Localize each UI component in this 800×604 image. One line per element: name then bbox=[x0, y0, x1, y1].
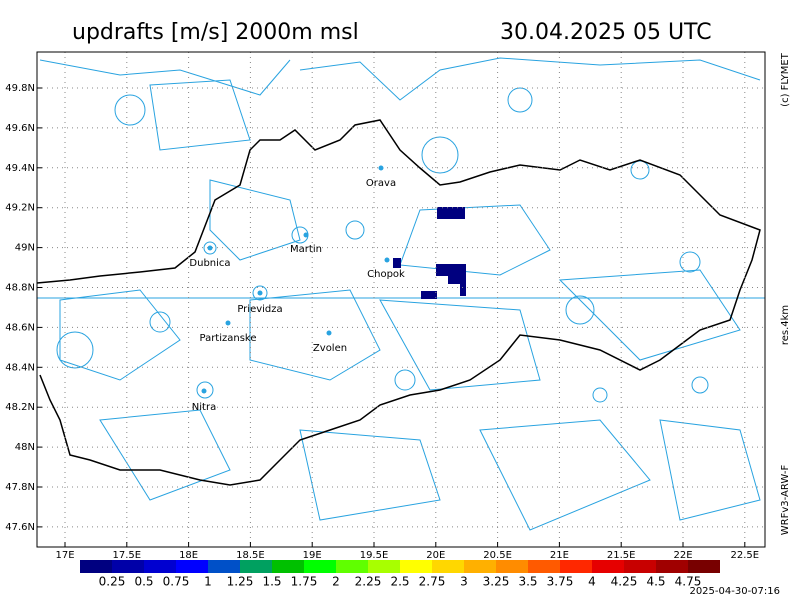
legend-label: 0.5 bbox=[134, 575, 153, 589]
lat-tick-label: 49.6N bbox=[5, 123, 35, 134]
legend-swatch bbox=[528, 560, 560, 573]
legend-swatch bbox=[432, 560, 464, 573]
map-frame bbox=[36, 51, 766, 548]
city-marker bbox=[207, 245, 213, 251]
legend-label: 2.5 bbox=[390, 575, 409, 589]
lon-tick-label: 20E bbox=[426, 550, 445, 561]
legend-label: 1 bbox=[204, 575, 212, 589]
city-marker bbox=[384, 257, 390, 263]
city-label: Chopok bbox=[367, 269, 405, 280]
legend-label: 0.25 bbox=[99, 575, 126, 589]
graticule bbox=[37, 52, 765, 547]
legend-label: 2.25 bbox=[355, 575, 382, 589]
updraft-cells bbox=[393, 207, 466, 299]
lat-tick-label: 49.4N bbox=[5, 163, 35, 174]
lon-tick-label: 21E bbox=[550, 550, 569, 561]
lat-tick-label: 48N bbox=[15, 442, 35, 453]
country-border bbox=[36, 119, 761, 486]
lon-tick-label: 17.5E bbox=[113, 550, 142, 561]
datetime: 30.04.2025 05 UTC bbox=[500, 20, 712, 45]
city-marker bbox=[257, 290, 263, 296]
city-marker bbox=[378, 165, 384, 171]
legend-swatch bbox=[624, 560, 656, 573]
legend-label: 1.75 bbox=[291, 575, 318, 589]
legend-swatch bbox=[336, 560, 368, 573]
lon-tick-label: 17E bbox=[55, 550, 74, 561]
title: updrafts [m/s] 2000m msl bbox=[72, 20, 359, 45]
legend-label: 1.5 bbox=[262, 575, 281, 589]
lon-tick-label: 19E bbox=[303, 550, 322, 561]
lon-tick-label: 22.5E bbox=[731, 550, 760, 561]
lat-tick-label: 49.2N bbox=[5, 203, 35, 214]
map-background bbox=[37, 52, 765, 547]
legend-label: 2.75 bbox=[419, 575, 446, 589]
lon-tick-label: 20.5E bbox=[483, 550, 512, 561]
city-label: Orava bbox=[366, 178, 396, 189]
lat-tick-label: 48.4N bbox=[5, 362, 35, 373]
legend-swatch bbox=[112, 560, 144, 573]
legend-swatch bbox=[144, 560, 176, 573]
lat-tick-label: 47.6N bbox=[5, 522, 35, 533]
legend-swatch bbox=[240, 560, 272, 573]
model: WRFv3-ARW-F bbox=[780, 465, 791, 536]
legend-label: 4 bbox=[588, 575, 596, 589]
legend-label: 3.75 bbox=[547, 575, 574, 589]
legend-swatch bbox=[656, 560, 688, 573]
lat-tick-label: 49.8N bbox=[5, 83, 35, 94]
city-label: Nitra bbox=[192, 402, 216, 413]
lon-tick-label: 22E bbox=[673, 550, 692, 561]
legend: 0.25 0.5 0.75 1 1.25 1.5 1.75 2 2.25 2.5 2.75 3 3.25… bbox=[80, 560, 720, 589]
legend-swatch bbox=[80, 560, 112, 573]
city-marker bbox=[201, 388, 207, 394]
city-marker bbox=[225, 320, 231, 326]
lat-tick-label: 48.2N bbox=[5, 402, 35, 413]
legend-label: 4.75 bbox=[675, 575, 702, 589]
legend-swatch bbox=[304, 560, 336, 573]
city-label: Dubnica bbox=[189, 258, 230, 269]
timestamp: 2025-04-30-07:16 bbox=[689, 586, 780, 597]
copyright: (c) FLYMET bbox=[780, 52, 791, 107]
lon-tick-label: 18.5E bbox=[236, 550, 265, 561]
lat-tick-label: 48.8N bbox=[5, 283, 35, 294]
legend-label: 2 bbox=[332, 575, 340, 589]
city-marker bbox=[326, 330, 332, 336]
legend-swatch bbox=[176, 560, 208, 573]
lat-tick-label: 47.8N bbox=[5, 482, 35, 493]
lon-tick-label: 18E bbox=[179, 550, 198, 561]
lon-tick-label: 19.5E bbox=[360, 550, 389, 561]
resolution: res.4km bbox=[780, 305, 791, 345]
city-label: Martin bbox=[290, 244, 322, 255]
city-label: Zvolen bbox=[313, 343, 347, 354]
lat-tick-label: 49N bbox=[15, 243, 35, 254]
legend-label: 3 bbox=[460, 575, 468, 589]
legend-label: 1.25 bbox=[227, 575, 254, 589]
city-label: Partizanske bbox=[199, 333, 256, 344]
legend-label: 0.75 bbox=[163, 575, 190, 589]
legend-swatch bbox=[400, 560, 432, 573]
legend-swatch bbox=[272, 560, 304, 573]
legend-swatch bbox=[464, 560, 496, 573]
city-label: Prievidza bbox=[237, 304, 282, 315]
lon-tick-label: 21.5E bbox=[607, 550, 636, 561]
legend-label: 3.25 bbox=[483, 575, 510, 589]
legend-label: 4.5 bbox=[646, 575, 665, 589]
legend-label: 3.5 bbox=[518, 575, 537, 589]
legend-swatch bbox=[496, 560, 528, 573]
labels: 17E 17.5E 18E 18.5E 19E 19.5E 20E 20.5E 21E 21.5E… bbox=[5, 83, 759, 561]
legend-swatch bbox=[560, 560, 592, 573]
legend-swatch bbox=[208, 560, 240, 573]
city-marker bbox=[303, 232, 309, 238]
legend-swatch bbox=[688, 560, 720, 573]
legend-swatch bbox=[368, 560, 400, 573]
terrain-contours bbox=[37, 57, 765, 531]
legend-swatch bbox=[592, 560, 624, 573]
legend-label: 4.25 bbox=[611, 575, 638, 589]
lat-tick-label: 48.6N bbox=[5, 322, 35, 333]
